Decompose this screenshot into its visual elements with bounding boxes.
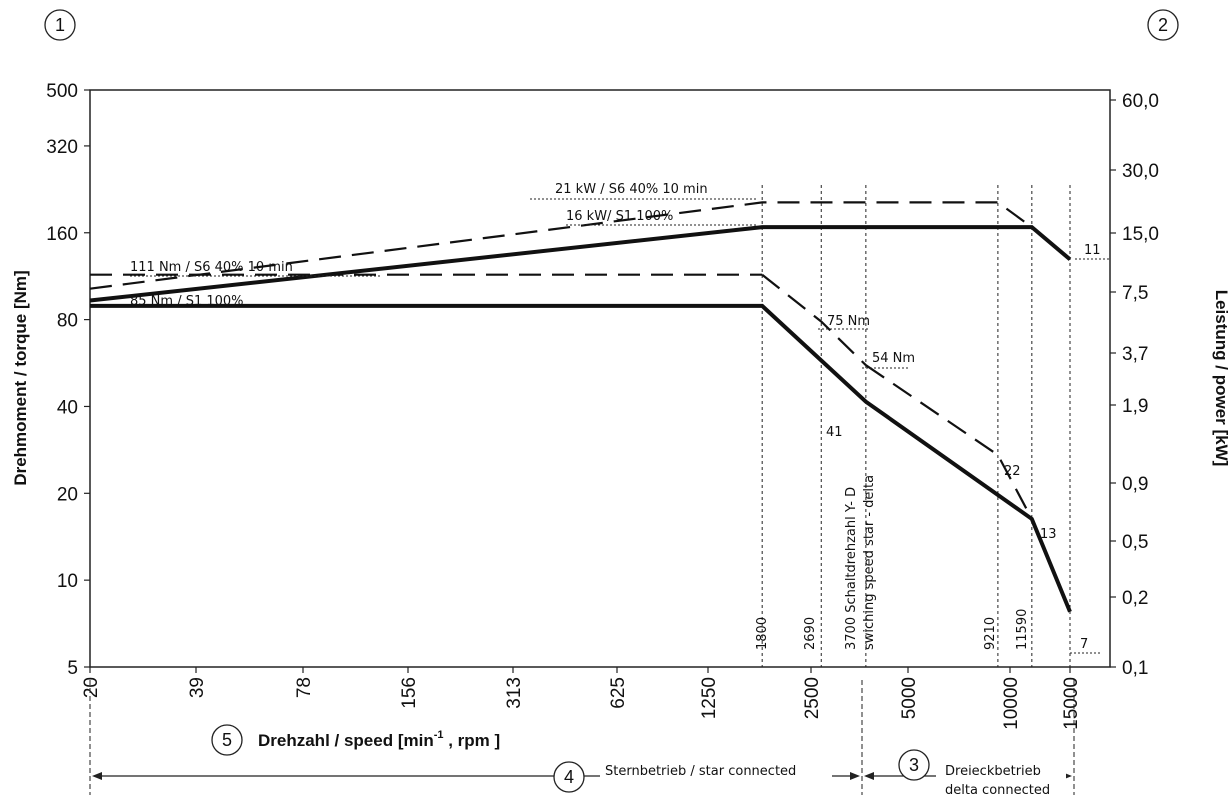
y-left-tick-label: 10 xyxy=(57,571,78,592)
plot-area-border xyxy=(89,89,1111,668)
y-axis-left-label: Drehmoment / torque [Nm] xyxy=(11,270,30,485)
annotation-41nm: 41 xyxy=(826,425,843,440)
annotation-13nm: 13 xyxy=(1040,527,1057,542)
numbered-marker-label: 3 xyxy=(909,755,919,775)
series-line xyxy=(89,201,1033,290)
y-left-tick-label: 40 xyxy=(57,397,78,418)
series-line xyxy=(89,225,1072,303)
x-tick-label: 78 xyxy=(294,677,315,698)
y-right-tick-label: 60,0 xyxy=(1122,91,1159,112)
annotation-22nm: 22 xyxy=(1004,464,1021,479)
y-left-tick-label: 80 xyxy=(57,311,78,332)
x-tick-label: 5000 xyxy=(899,677,920,719)
x-axis-label-tail: , rpm ] xyxy=(443,731,500,750)
x-axis-label: Drehzahl / speed [min-1 , rpm ] xyxy=(258,729,500,750)
y-left-tick-label: 5 xyxy=(67,658,78,679)
y-right-tick-label: 0,9 xyxy=(1122,474,1148,495)
y-left-tick-label: 320 xyxy=(46,137,78,158)
x-tick-label: 10000 xyxy=(1001,677,1022,730)
annotation-torque-s6: 111 Nm / S6 40% 10 min xyxy=(130,260,293,275)
y-right-tick-label: 3,7 xyxy=(1122,344,1148,365)
series-line xyxy=(761,273,867,366)
range-label-bg xyxy=(936,762,1066,800)
arrow-head xyxy=(92,772,102,780)
series-lines xyxy=(89,201,1072,613)
y-axis-right-label: Leistung / power [kW] xyxy=(1212,290,1230,467)
range-label-bg xyxy=(600,762,832,786)
range-markers: Sternbetrieb / star connected Dreieckbetr… xyxy=(44,9,1179,800)
y-right-tick-label: 30,0 xyxy=(1122,161,1159,182)
delta-range-label: Dreieckbetrieb xyxy=(945,764,1041,779)
numbered-marker-label: 5 xyxy=(222,730,232,750)
label-switching-speed: swiching speed star - delta xyxy=(862,475,877,650)
annotation-75nm: 75 Nm xyxy=(827,314,870,329)
annotation-torque-s1: 85 Nm / S1 100% xyxy=(130,294,244,309)
annotation-11kw: 11 xyxy=(1084,243,1101,258)
y-right-tick-label: 0,5 xyxy=(1122,532,1148,553)
x-tick-label: 15000 xyxy=(1061,677,1082,730)
annotations: 111 Nm / S6 40% 10 min 85 Nm / S1 100% 21 … xyxy=(130,182,1110,654)
numbered-marker xyxy=(553,761,585,793)
label-3700: 3700 Schaltdrehzahl Y- D xyxy=(844,487,859,650)
x-tick-label: 2500 xyxy=(802,677,823,719)
delta-range-label: delta connected xyxy=(945,783,1050,798)
annotation-7nm: 7 xyxy=(1080,637,1088,652)
label-9210: 9210 xyxy=(983,617,998,650)
series-line xyxy=(90,303,1072,613)
numbered-marker xyxy=(44,9,76,41)
label-1800: 1800 xyxy=(755,617,770,650)
annotation-54nm: 54 Nm xyxy=(872,351,915,366)
annotation-power-s6: 21 kW / S6 40% 10 min xyxy=(555,182,708,197)
arrow-head xyxy=(850,772,860,780)
series-line xyxy=(865,364,1033,520)
x-tick-label: 1250 xyxy=(699,677,720,719)
x-tick-label: 39 xyxy=(187,677,208,698)
arrow-head xyxy=(864,772,874,780)
plot-frame xyxy=(89,89,1111,668)
numbered-marker xyxy=(1147,9,1179,41)
y-right-tick-label: 7,5 xyxy=(1122,283,1148,304)
y-left-tick-label: 500 xyxy=(46,81,78,102)
label-2690: 2690 xyxy=(803,617,818,650)
y-right-tick-label: 0,2 xyxy=(1122,588,1148,609)
x-tick-label: 20 xyxy=(81,677,102,698)
numbered-marker xyxy=(898,749,930,781)
y-right-tick-label: 1,9 xyxy=(1122,396,1148,417)
x-tick-label: 156 xyxy=(399,677,420,709)
y-right-tick-label: 0,1 xyxy=(1122,658,1148,679)
y-right-tick-label: 15,0 xyxy=(1122,224,1159,245)
x-tick-label: 625 xyxy=(608,677,629,709)
x-tick-label: 313 xyxy=(504,677,525,709)
numbered-marker xyxy=(211,724,243,756)
y-left-tick-label: 20 xyxy=(57,484,78,505)
x-axis-label-main: Drehzahl / speed [min xyxy=(258,731,434,750)
numbered-marker-label: 4 xyxy=(564,767,574,787)
label-11590: 11590 xyxy=(1015,609,1030,650)
y-left-tick-label: 160 xyxy=(46,224,78,245)
annotation-power-s1: 16 kW/ S1 100% xyxy=(566,209,673,224)
numbered-marker-label: 2 xyxy=(1158,15,1168,35)
star-range-label: Sternbetrieb / star connected xyxy=(605,764,796,779)
numbered-marker-label: 1 xyxy=(55,15,65,35)
axis-ticks: 5 10 20 40 80 160 320 500 0,1 0,2 0,5 0,9 1,9 3,7 7,5 1… xyxy=(46,81,1159,730)
x-axis-label-sup: -1 xyxy=(434,729,444,741)
